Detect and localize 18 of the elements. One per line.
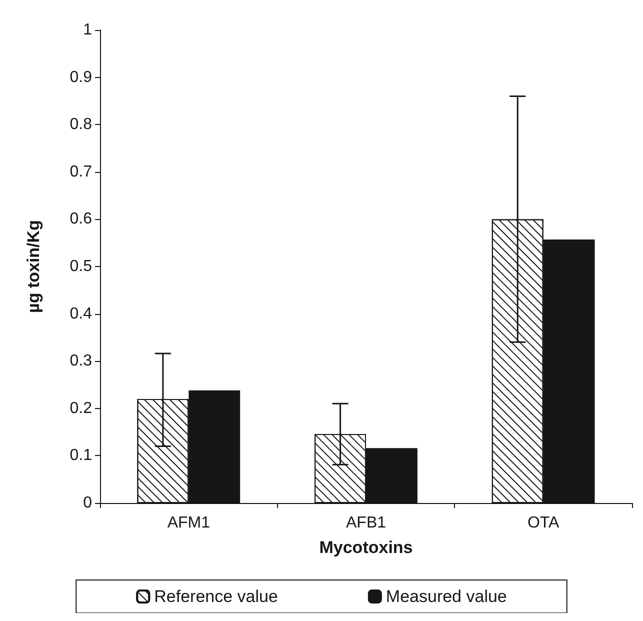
x-axis-title: Mycotoxins: [319, 538, 413, 557]
legend-label: Measured value: [386, 587, 507, 606]
y-tick-label: 0.3: [70, 352, 92, 370]
y-tick-label: 0.6: [70, 210, 92, 228]
y-tick-label: 1: [83, 22, 92, 38]
y-tick-label: 0.8: [70, 116, 92, 134]
x-tick-label: OTA: [527, 514, 560, 532]
legend-label: Reference value: [154, 587, 278, 606]
y-tick-label: 0.1: [70, 447, 92, 464]
y-tick-label: 0.5: [70, 258, 92, 275]
x-tick-label: AFB1: [346, 514, 386, 532]
y-tick-label: 0.2: [70, 400, 92, 417]
y-axis-title: µg toxin/Kg: [24, 220, 43, 313]
y-tick-label: 0.4: [70, 305, 92, 322]
y-tick-label: 0: [83, 494, 92, 512]
y-tick-label: 0.7: [70, 163, 92, 180]
x-tick-label: AFM1: [167, 514, 210, 532]
y-tick-label: 0.9: [70, 68, 92, 86]
